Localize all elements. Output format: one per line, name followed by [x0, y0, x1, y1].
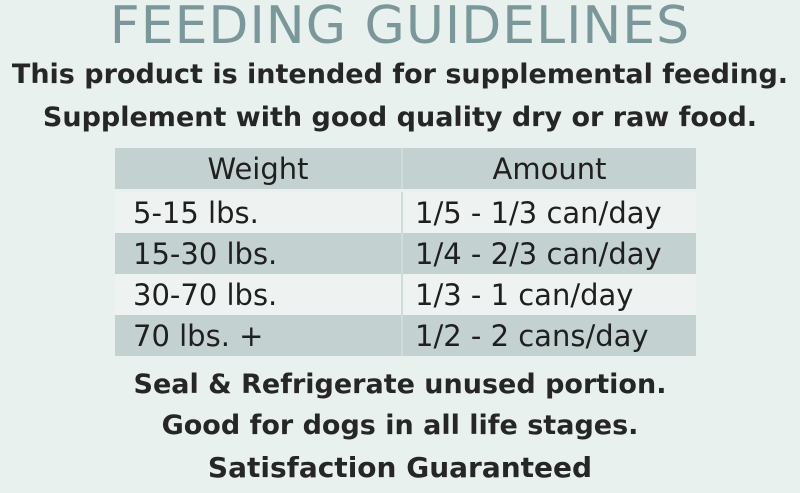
- intro-line-2: Supplement with good quality dry or raw …: [42, 102, 758, 133]
- weight-cell: 30-70 lbs.: [115, 274, 403, 315]
- amount-cell: 1/4 - 2/3 can/day: [415, 236, 662, 271]
- intro-line-1: This product is intended for supplementa…: [11, 59, 789, 90]
- amount-cell: 1/5 - 1/3 can/day: [415, 195, 662, 230]
- table-row: 30-70 lbs. 1/3 - 1 can/day: [115, 274, 696, 315]
- table-header-row: Weight Amount: [115, 148, 696, 189]
- guarantee-note: Satisfaction Guaranteed: [207, 451, 593, 484]
- life-stage-note: Good for dogs in all life stages.: [161, 410, 639, 441]
- table-row: 5-15 lbs. 1/5 - 1/3 can/day: [115, 192, 696, 233]
- table-row: 70 lbs. + 1/2 - 2 cans/day: [115, 315, 696, 356]
- weight-cell: 70 lbs. +: [115, 315, 403, 356]
- header-amount: Amount: [492, 151, 607, 186]
- amount-cell: 1/2 - 2 cans/day: [415, 318, 649, 353]
- weight-cell: 5-15 lbs.: [115, 192, 403, 233]
- amount-cell: 1/3 - 1 can/day: [415, 277, 634, 312]
- storage-note: Seal & Refrigerate unused portion.: [133, 369, 667, 400]
- header-weight: Weight: [115, 148, 403, 189]
- page-title: FEEDING GUIDELINES: [109, 0, 691, 56]
- feeding-table: Weight Amount 5-15 lbs. 1/5 - 1/3 can/da…: [115, 148, 696, 356]
- table-row: 15-30 lbs. 1/4 - 2/3 can/day: [115, 233, 696, 274]
- weight-cell: 15-30 lbs.: [115, 233, 403, 274]
